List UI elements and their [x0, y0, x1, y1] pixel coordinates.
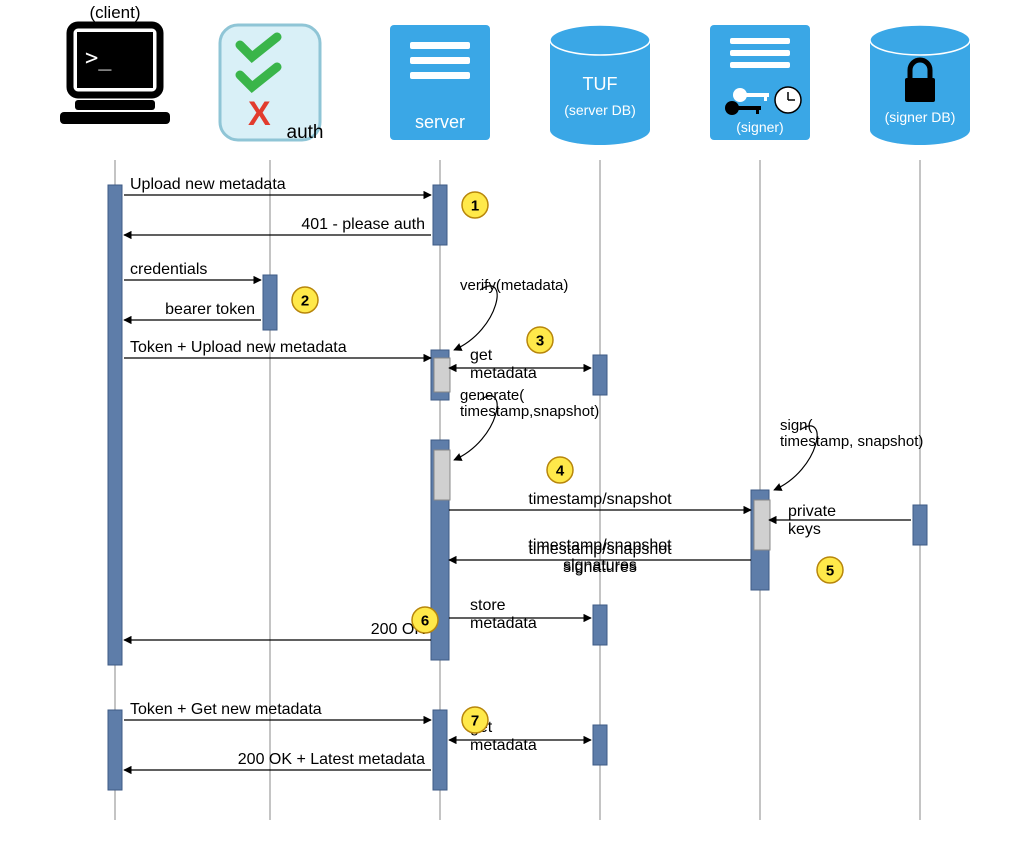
message-m7: timestamp/snapshot — [449, 491, 751, 510]
participant-tuf: TUF (server DB) — [550, 25, 650, 820]
activation-auth — [263, 275, 277, 330]
message-text: 200 OK + Latest metadata — [238, 751, 425, 768]
activation-inner — [754, 500, 770, 550]
menu-icon — [410, 72, 470, 79]
message-m10: storemetadata — [449, 597, 591, 632]
menu-icon — [410, 57, 470, 64]
activation-client — [108, 185, 122, 665]
svg-text:6: 6 — [421, 613, 429, 630]
signer-label: (signer) — [736, 119, 783, 135]
svg-text:2: 2 — [301, 293, 309, 310]
svg-text:>_: >_ — [85, 46, 112, 71]
step-4: 4 — [547, 457, 573, 483]
activation-tuf — [593, 605, 607, 645]
message-text: store — [470, 597, 506, 614]
activation-client — [108, 710, 122, 790]
selfcall-text: timestamp, snapshot) — [780, 433, 923, 450]
step-2: 2 — [292, 287, 318, 313]
step-7: 7 — [462, 707, 488, 733]
activation-tuf — [593, 355, 607, 395]
x-icon: X — [248, 95, 271, 133]
server-label: server — [415, 112, 465, 132]
tuf-label: TUF — [583, 74, 618, 94]
activation-server — [433, 185, 447, 245]
message-m4: bearer token — [124, 301, 261, 320]
message-text: timestamp/snapshot — [528, 537, 672, 554]
tuf-sublabel: (server DB) — [564, 102, 636, 118]
step-1: 1 — [462, 192, 488, 218]
activation-tuf — [593, 725, 607, 765]
message-text: 401 - please auth — [301, 216, 425, 233]
message-m11: 200 OK — [124, 621, 431, 640]
svg-text:1: 1 — [471, 198, 479, 215]
message-m5: Token + Upload new metadata — [124, 339, 431, 358]
message-m9: privatekeys — [769, 503, 911, 538]
message-text: keys — [788, 521, 821, 538]
auth-label: auth — [287, 122, 324, 143]
step-3: 3 — [527, 327, 553, 353]
participant-server: server — [390, 25, 490, 820]
message-text: get — [470, 347, 493, 364]
activation-server — [433, 710, 447, 790]
message-text: metadata — [470, 615, 537, 632]
message-text: timestamp/snapshot — [528, 491, 672, 508]
client-label: (client) — [89, 3, 140, 22]
message-m2: 401 - please auth — [124, 216, 431, 235]
lock-icon — [905, 78, 935, 102]
signerdb-label: (signer DB) — [885, 109, 956, 125]
message-text: Upload new metadata — [130, 176, 286, 193]
message-m14: 200 OK + Latest metadata — [124, 751, 431, 770]
selfcall-s3: sign(timestamp, snapshot) — [774, 417, 923, 490]
message-text: signatures — [563, 557, 637, 574]
selfcall-s2: generate(timestamp,snapshot) — [454, 387, 599, 460]
selfcall-text: timestamp,snapshot) — [460, 403, 599, 420]
message-m1: Upload new metadata — [124, 176, 431, 195]
message-text: Token + Upload new metadata — [130, 339, 347, 356]
message-text: credentials — [130, 261, 207, 278]
message-text: metadata — [470, 365, 537, 382]
svg-text:3: 3 — [536, 333, 544, 350]
activation-signerdb — [913, 505, 927, 545]
svg-text:5: 5 — [826, 563, 834, 580]
step-6: 6 — [412, 607, 438, 633]
participant-signerdb: (signer DB) — [870, 25, 970, 820]
activation-inner — [434, 450, 450, 500]
activation-inner — [434, 358, 450, 392]
step-5: 5 — [817, 557, 843, 583]
selfcall-text: sign( — [780, 417, 813, 434]
message-text: private — [788, 503, 836, 520]
svg-text:7: 7 — [471, 713, 479, 730]
selfcall-text: generate( — [460, 387, 524, 404]
svg-text:4: 4 — [556, 463, 565, 480]
message-text: bearer token — [165, 301, 255, 318]
message-m6: getmetadata — [449, 347, 591, 382]
selfcall-text: verify(metadata) — [460, 277, 568, 294]
message-m3: credentials — [124, 261, 261, 280]
message-m12: Token + Get new metadata — [124, 701, 431, 720]
menu-icon — [410, 42, 470, 49]
message-text: metadata — [470, 737, 537, 754]
message-text: Token + Get new metadata — [130, 701, 322, 718]
